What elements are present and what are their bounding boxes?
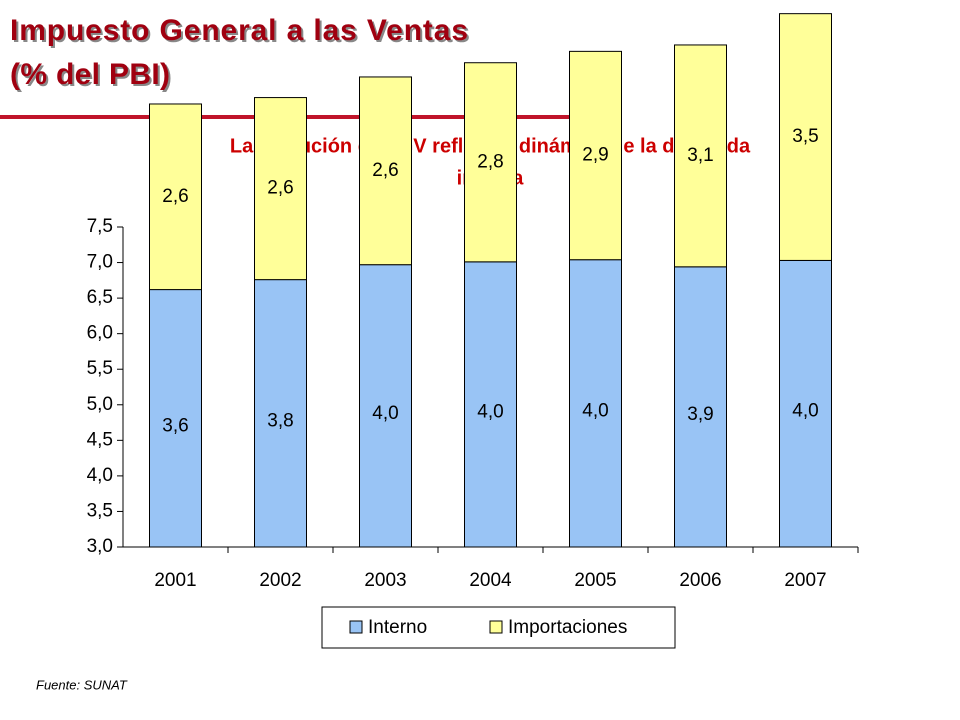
value-label: 4,0	[792, 401, 818, 422]
y-tick-label: 6,5	[87, 287, 113, 308]
x-tick-label: 2003	[364, 570, 406, 591]
bar-segment	[254, 279, 307, 548]
value-label: 4,0	[477, 401, 503, 422]
value-label: 3,5	[792, 126, 818, 147]
bar-segment	[674, 266, 727, 548]
x-tick-label: 2002	[259, 570, 301, 591]
bar-segment	[359, 264, 412, 548]
y-tick-label: 4,0	[87, 465, 113, 486]
value-label: 3,9	[687, 404, 713, 425]
x-tick-label: 2005	[574, 570, 616, 591]
bar-segment	[464, 62, 517, 263]
bar-segment	[569, 259, 622, 548]
bar-segment	[359, 76, 412, 266]
legend-swatch	[489, 620, 503, 634]
x-tick-label: 2007	[784, 570, 826, 591]
bar-segment	[779, 259, 832, 548]
y-tick-label: 7,5	[87, 216, 113, 237]
bar-segment	[674, 44, 727, 268]
value-label: 3,6	[162, 415, 188, 436]
y-tick-label: 5,5	[87, 358, 113, 379]
y-tick-label: 4,5	[87, 429, 113, 450]
x-tick-label: 2006	[679, 570, 721, 591]
title-shadow: Impuesto General a las Ventas	[12, 16, 470, 49]
legend-label: Importaciones	[508, 617, 627, 638]
bar-segment	[149, 103, 202, 291]
y-tick-label: 3,5	[87, 500, 113, 521]
legend-swatch	[349, 620, 363, 634]
title-shadow: (% del PBI)	[12, 60, 172, 93]
value-label: 2,6	[372, 160, 398, 181]
y-tick-label: 7,0	[87, 252, 113, 273]
value-label: 3,8	[267, 410, 293, 431]
chart-title: Impuesto General a las Ventas	[10, 14, 468, 47]
bar-segment	[254, 97, 307, 281]
value-label: 2,9	[582, 145, 608, 166]
x-tick-label: 2001	[154, 570, 196, 591]
bar-segment	[149, 289, 202, 548]
source: Fuente: SUNAT	[36, 677, 128, 692]
legend-label: Interno	[368, 617, 427, 638]
bar-segment	[569, 50, 622, 261]
bar-segment	[779, 13, 832, 261]
value-label: 4,0	[372, 403, 398, 424]
y-tick-label: 5,0	[87, 394, 113, 415]
value-label: 4,0	[582, 400, 608, 421]
x-tick-label: 2004	[469, 570, 512, 591]
y-tick-label: 6,0	[87, 323, 113, 344]
value-label: 2,6	[162, 186, 188, 207]
value-label: 2,8	[477, 151, 503, 172]
value-label: 3,1	[687, 145, 713, 166]
chart-title: (% del PBI)	[10, 58, 170, 91]
value-label: 2,6	[267, 178, 293, 199]
y-tick-label: 3,0	[87, 536, 113, 557]
